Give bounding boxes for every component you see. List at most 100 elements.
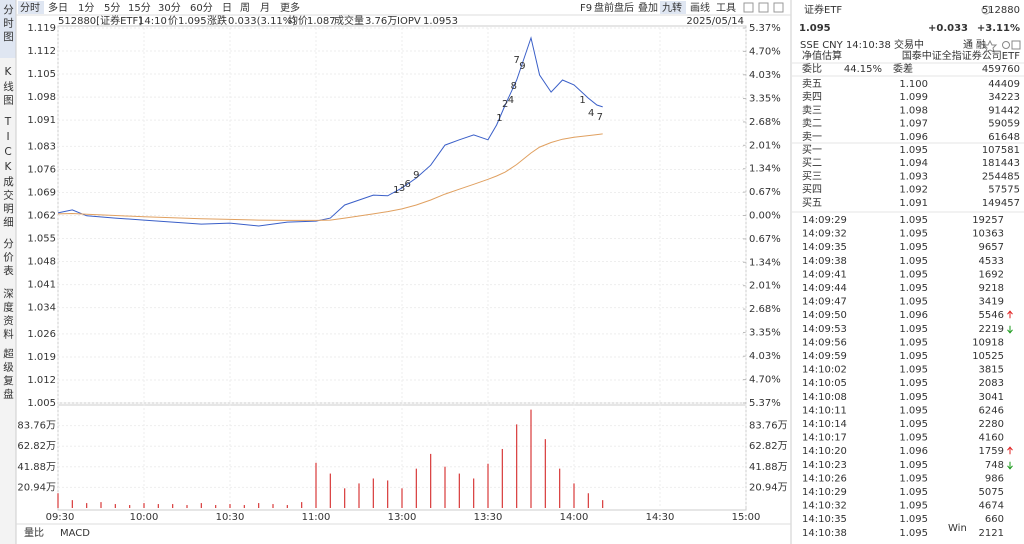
side-tab[interactable]: 分价表 — [2, 238, 14, 279]
book-label: 卖五 — [802, 78, 822, 90]
trade-volume: 10918 — [972, 337, 1004, 348]
toolbar-tab[interactable]: 月 — [260, 2, 270, 14]
indicator-tab[interactable]: MACD — [60, 528, 90, 539]
y-tick-label: 1.041 — [27, 280, 56, 291]
volume-bar — [143, 503, 145, 508]
toolbar-tool[interactable]: 九转 — [662, 1, 682, 14]
book-label: 买四 — [802, 184, 822, 196]
trade-time: 14:09:53 — [802, 324, 847, 335]
book-price: 1.098 — [899, 105, 928, 116]
volume-bar — [473, 478, 475, 508]
info-change: 0.033(3.11%) — [228, 16, 296, 27]
y2-tick-label: 3.35% — [749, 94, 781, 105]
indicator-tab[interactable]: 量比 — [24, 527, 44, 539]
x-tick-label: 10:30 — [216, 512, 245, 523]
toolbar-tab[interactable]: 60分 — [190, 2, 213, 14]
side-tab[interactable]: K线图 — [2, 66, 14, 108]
nine-turn-label: 2 — [502, 99, 508, 110]
toolbar-tab[interactable]: 多日 — [48, 1, 68, 14]
side-tab[interactable]: 分时图 — [2, 4, 14, 45]
trade-price: 1.095 — [899, 433, 928, 444]
trade-price: 1.095 — [899, 324, 928, 335]
x-tick-label: 13:00 — [388, 512, 417, 523]
y2-tick-label: 4.70% — [749, 375, 781, 386]
toolbar-tool[interactable]: 工具 — [716, 2, 736, 14]
trade-time: 14:09:44 — [802, 283, 847, 294]
trade-time: 14:10:20 — [802, 446, 847, 457]
quote-name: 证券ETF — [804, 3, 842, 16]
volume-bar — [315, 462, 317, 508]
toolbar-tool[interactable]: 画线 — [690, 1, 710, 14]
toolbar-tab[interactable]: 更多 — [280, 1, 300, 14]
book-volume: 181443 — [982, 158, 1020, 169]
side-tab[interactable]: 深度资料 — [2, 288, 14, 342]
nine-turn-label: 7 — [513, 55, 519, 66]
trade-volume: 2219 — [979, 324, 1004, 335]
book-label: 卖四 — [802, 91, 822, 103]
book-price: 1.096 — [899, 132, 928, 143]
trade-volume: 5075 — [979, 487, 1004, 498]
side-tab[interactable]: 超级复盘 — [2, 347, 14, 402]
trade-price: 1.095 — [899, 514, 928, 525]
trade-time: 14:10:38 — [802, 528, 847, 539]
side-tab[interactable]: TICK — [2, 116, 14, 176]
up-arrow — [1007, 310, 1013, 319]
info-avg-label: 均价 — [288, 15, 308, 27]
quote-icon: 融 — [976, 39, 986, 51]
volume-bar — [544, 439, 546, 508]
book-volume: 107581 — [982, 145, 1020, 156]
trade-price: 1.095 — [899, 283, 928, 294]
book-volume: 254485 — [982, 171, 1020, 182]
trade-price: 1.095 — [899, 337, 928, 348]
trade-volume: 6246 — [979, 405, 1004, 416]
volume-bar — [172, 504, 174, 508]
trade-price: 1.095 — [899, 473, 928, 484]
trade-volume: 10363 — [972, 229, 1004, 240]
toolbar-tab[interactable]: 日 — [222, 3, 232, 14]
y2-tick-label: 4.70% — [749, 46, 781, 57]
trade-price: 1.095 — [899, 256, 928, 267]
y2-tick-label: 0.67% — [749, 234, 781, 245]
volume-bar — [387, 480, 389, 508]
book-volume: 57575 — [988, 185, 1020, 196]
volume-bar — [258, 503, 260, 508]
toolbar-tab[interactable]: 15分 — [128, 2, 151, 14]
nine-turn-label: 7 — [597, 112, 603, 123]
trade-volume: 10525 — [972, 351, 1004, 362]
trade-price: 1.095 — [899, 378, 928, 389]
toolbar-tab[interactable]: 30分 — [158, 2, 181, 14]
toolbar-tool[interactable]: 盘前盘后 — [594, 1, 634, 14]
nine-turn-label: 9 — [413, 170, 419, 181]
y-tick-label: 1.091 — [27, 115, 56, 126]
volume-bar — [487, 463, 489, 508]
toolbar-tab[interactable]: 5分 — [104, 2, 120, 14]
trade-time: 14:10:08 — [802, 392, 847, 403]
toolbar-tab[interactable]: 分时 — [20, 2, 40, 14]
trade-price: 1.095 — [899, 487, 928, 498]
x-tick-label: 14:30 — [646, 512, 675, 523]
volume-bar — [71, 500, 73, 508]
y2-tick-label: 2.01% — [749, 140, 781, 151]
volume-bar — [559, 468, 561, 508]
toolbar-tab[interactable]: 周 — [240, 2, 250, 14]
trade-time: 14:10:32 — [802, 501, 847, 512]
y2-tick-label: 0.00% — [749, 211, 781, 222]
info-iopv: 1.0953 — [423, 16, 458, 27]
y2-tick-label: 1.34% — [749, 164, 781, 175]
toolbar-tool[interactable]: 叠加 — [638, 2, 658, 14]
side-tab[interactable]: 成交明细 — [2, 176, 14, 230]
volume-bar — [200, 503, 202, 508]
x-tick-label: 13:30 — [474, 512, 503, 523]
x-tick-label: 10:00 — [130, 512, 159, 523]
price-line — [57, 36, 603, 227]
y2-tick-label: 4.03% — [749, 351, 781, 362]
toolbar-tool[interactable]: F9 — [580, 3, 592, 14]
volume-bar — [501, 448, 503, 508]
active-side-tab — [0, 0, 16, 58]
trade-price: 1.095 — [899, 405, 928, 416]
y2-tick-label: 2.68% — [749, 117, 781, 128]
vol-tick-label: 41.88万 — [17, 462, 56, 473]
toolbar-tab[interactable]: 1分 — [78, 2, 94, 14]
info-time: 14:10 — [138, 16, 167, 27]
trade-time: 14:09:56 — [802, 337, 847, 348]
